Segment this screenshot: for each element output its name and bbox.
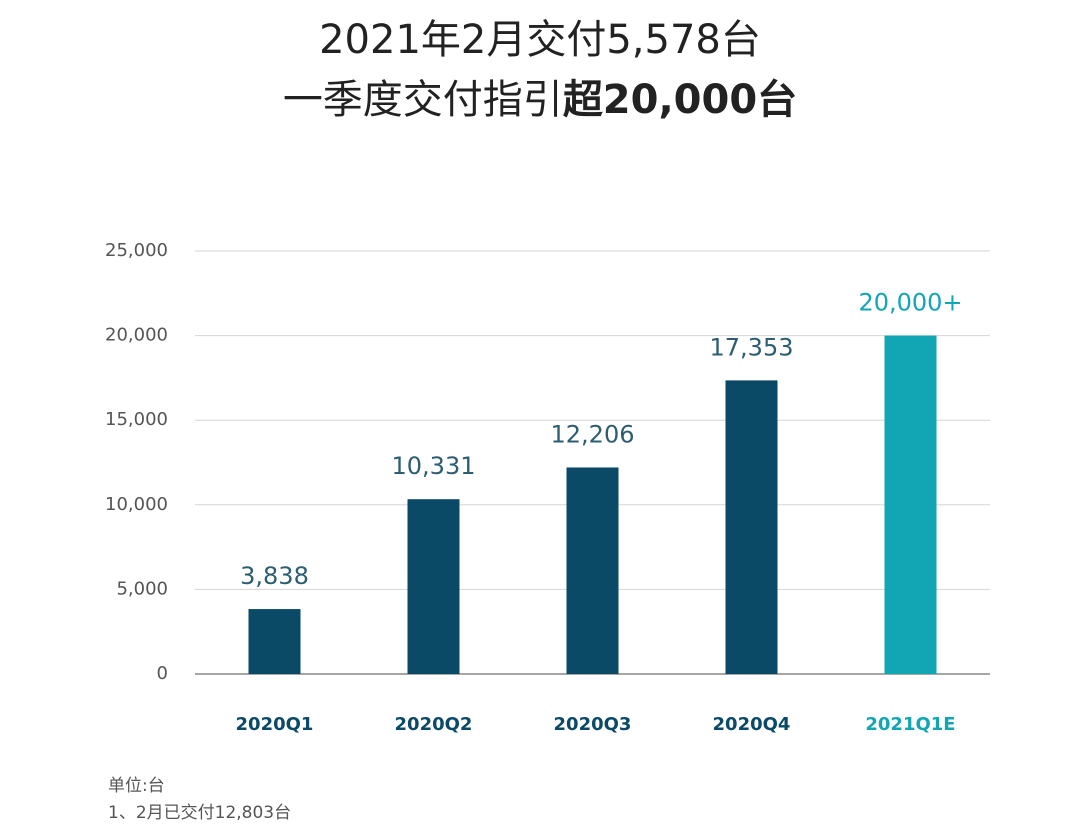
x-tick-label: 2020Q1: [236, 714, 314, 735]
y-tick-label: 10,000: [105, 494, 168, 515]
bar: [407, 499, 460, 674]
note: 1、2月已交付12,803台: [108, 803, 291, 823]
x-tick-label: 2020Q2: [395, 714, 473, 735]
value-label: 17,353: [710, 333, 794, 361]
bar: [248, 609, 301, 674]
y-tick-label: 15,000: [105, 409, 168, 430]
subtitle-emphasis: 超20,000台: [563, 77, 797, 123]
x-tick-label: 2020Q3: [554, 714, 632, 735]
x-tick-label: 2020Q4: [713, 714, 791, 735]
bar: [725, 380, 778, 674]
y-tick-label: 20,000: [105, 325, 168, 346]
chart-title: 2021年2月交付5,578台: [319, 17, 761, 63]
y-tick-label: 25,000: [105, 240, 168, 261]
value-label: 12,206: [551, 420, 635, 448]
bar: [884, 335, 937, 674]
x-tick-label: 2021Q1E: [865, 714, 955, 735]
y-tick-label: 0: [157, 663, 168, 684]
value-label: 10,331: [392, 452, 476, 480]
y-tick-label: 5,000: [116, 578, 168, 599]
bar: [566, 467, 619, 674]
chart-subtitle: 一季度交付指引超20,000台: [283, 77, 797, 123]
value-label: 20,000+: [858, 289, 962, 317]
note: 单位:台: [108, 776, 165, 796]
subtitle-text: 一季度交付指引: [283, 77, 563, 123]
value-label: 3,838: [240, 562, 309, 590]
